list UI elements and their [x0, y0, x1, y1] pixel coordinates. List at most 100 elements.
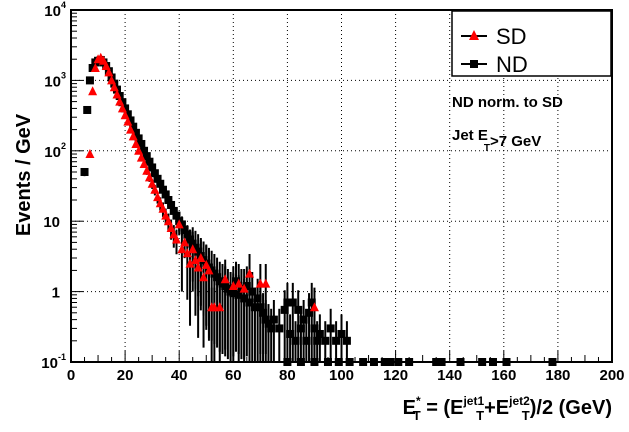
nd-point — [121, 104, 130, 113]
nd-point — [299, 315, 308, 324]
nd-point — [294, 305, 303, 314]
nd-point — [123, 110, 132, 119]
nd-point — [134, 134, 143, 143]
nd-point — [256, 303, 265, 312]
sd-point — [139, 158, 149, 168]
nd-point — [150, 169, 159, 178]
sd-point — [158, 203, 168, 213]
sd-point — [142, 165, 152, 175]
sd-point — [204, 265, 214, 275]
y-tick-label-base: 10 — [44, 144, 61, 161]
legend-label: SD — [496, 24, 527, 49]
y-tick-label: 103 — [44, 70, 66, 90]
x-tick-label: 160 — [491, 367, 516, 384]
y-tick-label: 10-1 — [41, 352, 66, 372]
nd-point — [302, 336, 311, 345]
sd-point — [185, 258, 195, 268]
axis-ticks — [70, 12, 613, 363]
nd-point — [180, 225, 189, 234]
annotation-jet-cut-part: >7 GeV — [490, 133, 541, 150]
nd-point — [213, 273, 222, 282]
y-tick-label-base: 10 — [41, 355, 58, 372]
y-tick-label-base: 10 — [44, 3, 61, 20]
nd-point — [240, 294, 249, 303]
nd-point — [337, 329, 346, 338]
nd-point — [126, 116, 135, 125]
nd-point — [307, 298, 316, 307]
nd-point — [313, 336, 322, 345]
nd-point — [164, 196, 173, 205]
sd-point — [163, 216, 173, 226]
x-tick-label: 60 — [225, 367, 242, 384]
nd-point — [177, 220, 186, 229]
y-tick-label-exp: -1 — [58, 352, 66, 362]
y-axis-label: Events / GeV — [13, 113, 35, 236]
sd-point — [134, 145, 144, 155]
nd-point — [283, 298, 292, 307]
sd-point — [239, 283, 249, 293]
nd-point — [275, 324, 284, 333]
y-tick-label-exp: 2 — [61, 141, 66, 151]
x-axis-label: E* T = (Ejet1 T+Ejet2 T)/2 (GeV) — [403, 394, 612, 423]
x-tick-label: 120 — [383, 367, 408, 384]
grid-lines — [71, 10, 612, 362]
y-tick-label-base: 10 — [44, 73, 61, 90]
sd-point — [188, 244, 198, 254]
nd-point — [183, 230, 192, 239]
nd-point — [167, 200, 176, 209]
x-tick-label: 200 — [599, 367, 624, 384]
y-tick-label-exp: 3 — [61, 70, 66, 80]
nd-point — [315, 329, 324, 338]
sd-point — [128, 131, 138, 141]
legend-label: ND — [496, 52, 528, 77]
x-axis-label-part: jet2 — [508, 394, 530, 408]
sd-point — [109, 82, 119, 92]
nd-point — [234, 290, 243, 299]
nd-point — [158, 185, 167, 194]
sd-point — [107, 75, 117, 85]
nd-point — [264, 319, 273, 328]
nd-point — [83, 105, 92, 114]
x-tick-label: 40 — [171, 367, 188, 384]
sd-point — [199, 272, 209, 282]
annotation-jet-cut: Jet E T>7 GeV — [452, 127, 541, 154]
nd-point — [332, 336, 341, 345]
sd-point — [174, 219, 184, 229]
sd-point — [245, 268, 255, 278]
sd-point — [112, 89, 122, 99]
sd-point — [182, 248, 192, 258]
legend-triangle-marker — [469, 30, 479, 40]
x-tick-label: 100 — [329, 367, 354, 384]
nd-point — [131, 128, 140, 137]
sd-point — [104, 67, 114, 77]
sd-point — [193, 262, 203, 272]
nd-point — [269, 315, 278, 324]
sd-point — [150, 184, 160, 194]
annotation-jet-cut-part: T — [484, 143, 490, 154]
y-tick-label: 10 — [43, 214, 60, 231]
sd-point — [261, 278, 271, 288]
sd-point — [85, 149, 95, 159]
x-tick-label: 20 — [117, 367, 134, 384]
legend-box — [451, 10, 612, 77]
legend: SD ND — [451, 10, 612, 77]
nd-point — [310, 324, 319, 333]
nd-point — [342, 336, 351, 345]
nd-point — [261, 315, 270, 324]
sd-point — [123, 116, 133, 126]
nd-point — [161, 190, 170, 199]
x-axis-label-part: E — [403, 397, 416, 419]
nd-point — [286, 329, 295, 338]
nd-point — [237, 284, 246, 293]
nd-point — [137, 139, 146, 148]
nd-point — [153, 174, 162, 183]
nd-point — [140, 146, 149, 155]
sd-point — [147, 178, 157, 188]
nd-point — [188, 239, 197, 248]
sd-point — [120, 110, 130, 120]
sd-point — [136, 152, 146, 162]
nd-point — [305, 308, 314, 317]
x-tick-labels: 0 20 40 60 80 100 120 140 160 180 200 — [67, 367, 625, 384]
annotation-jet-cut-part: Jet E — [452, 127, 488, 144]
